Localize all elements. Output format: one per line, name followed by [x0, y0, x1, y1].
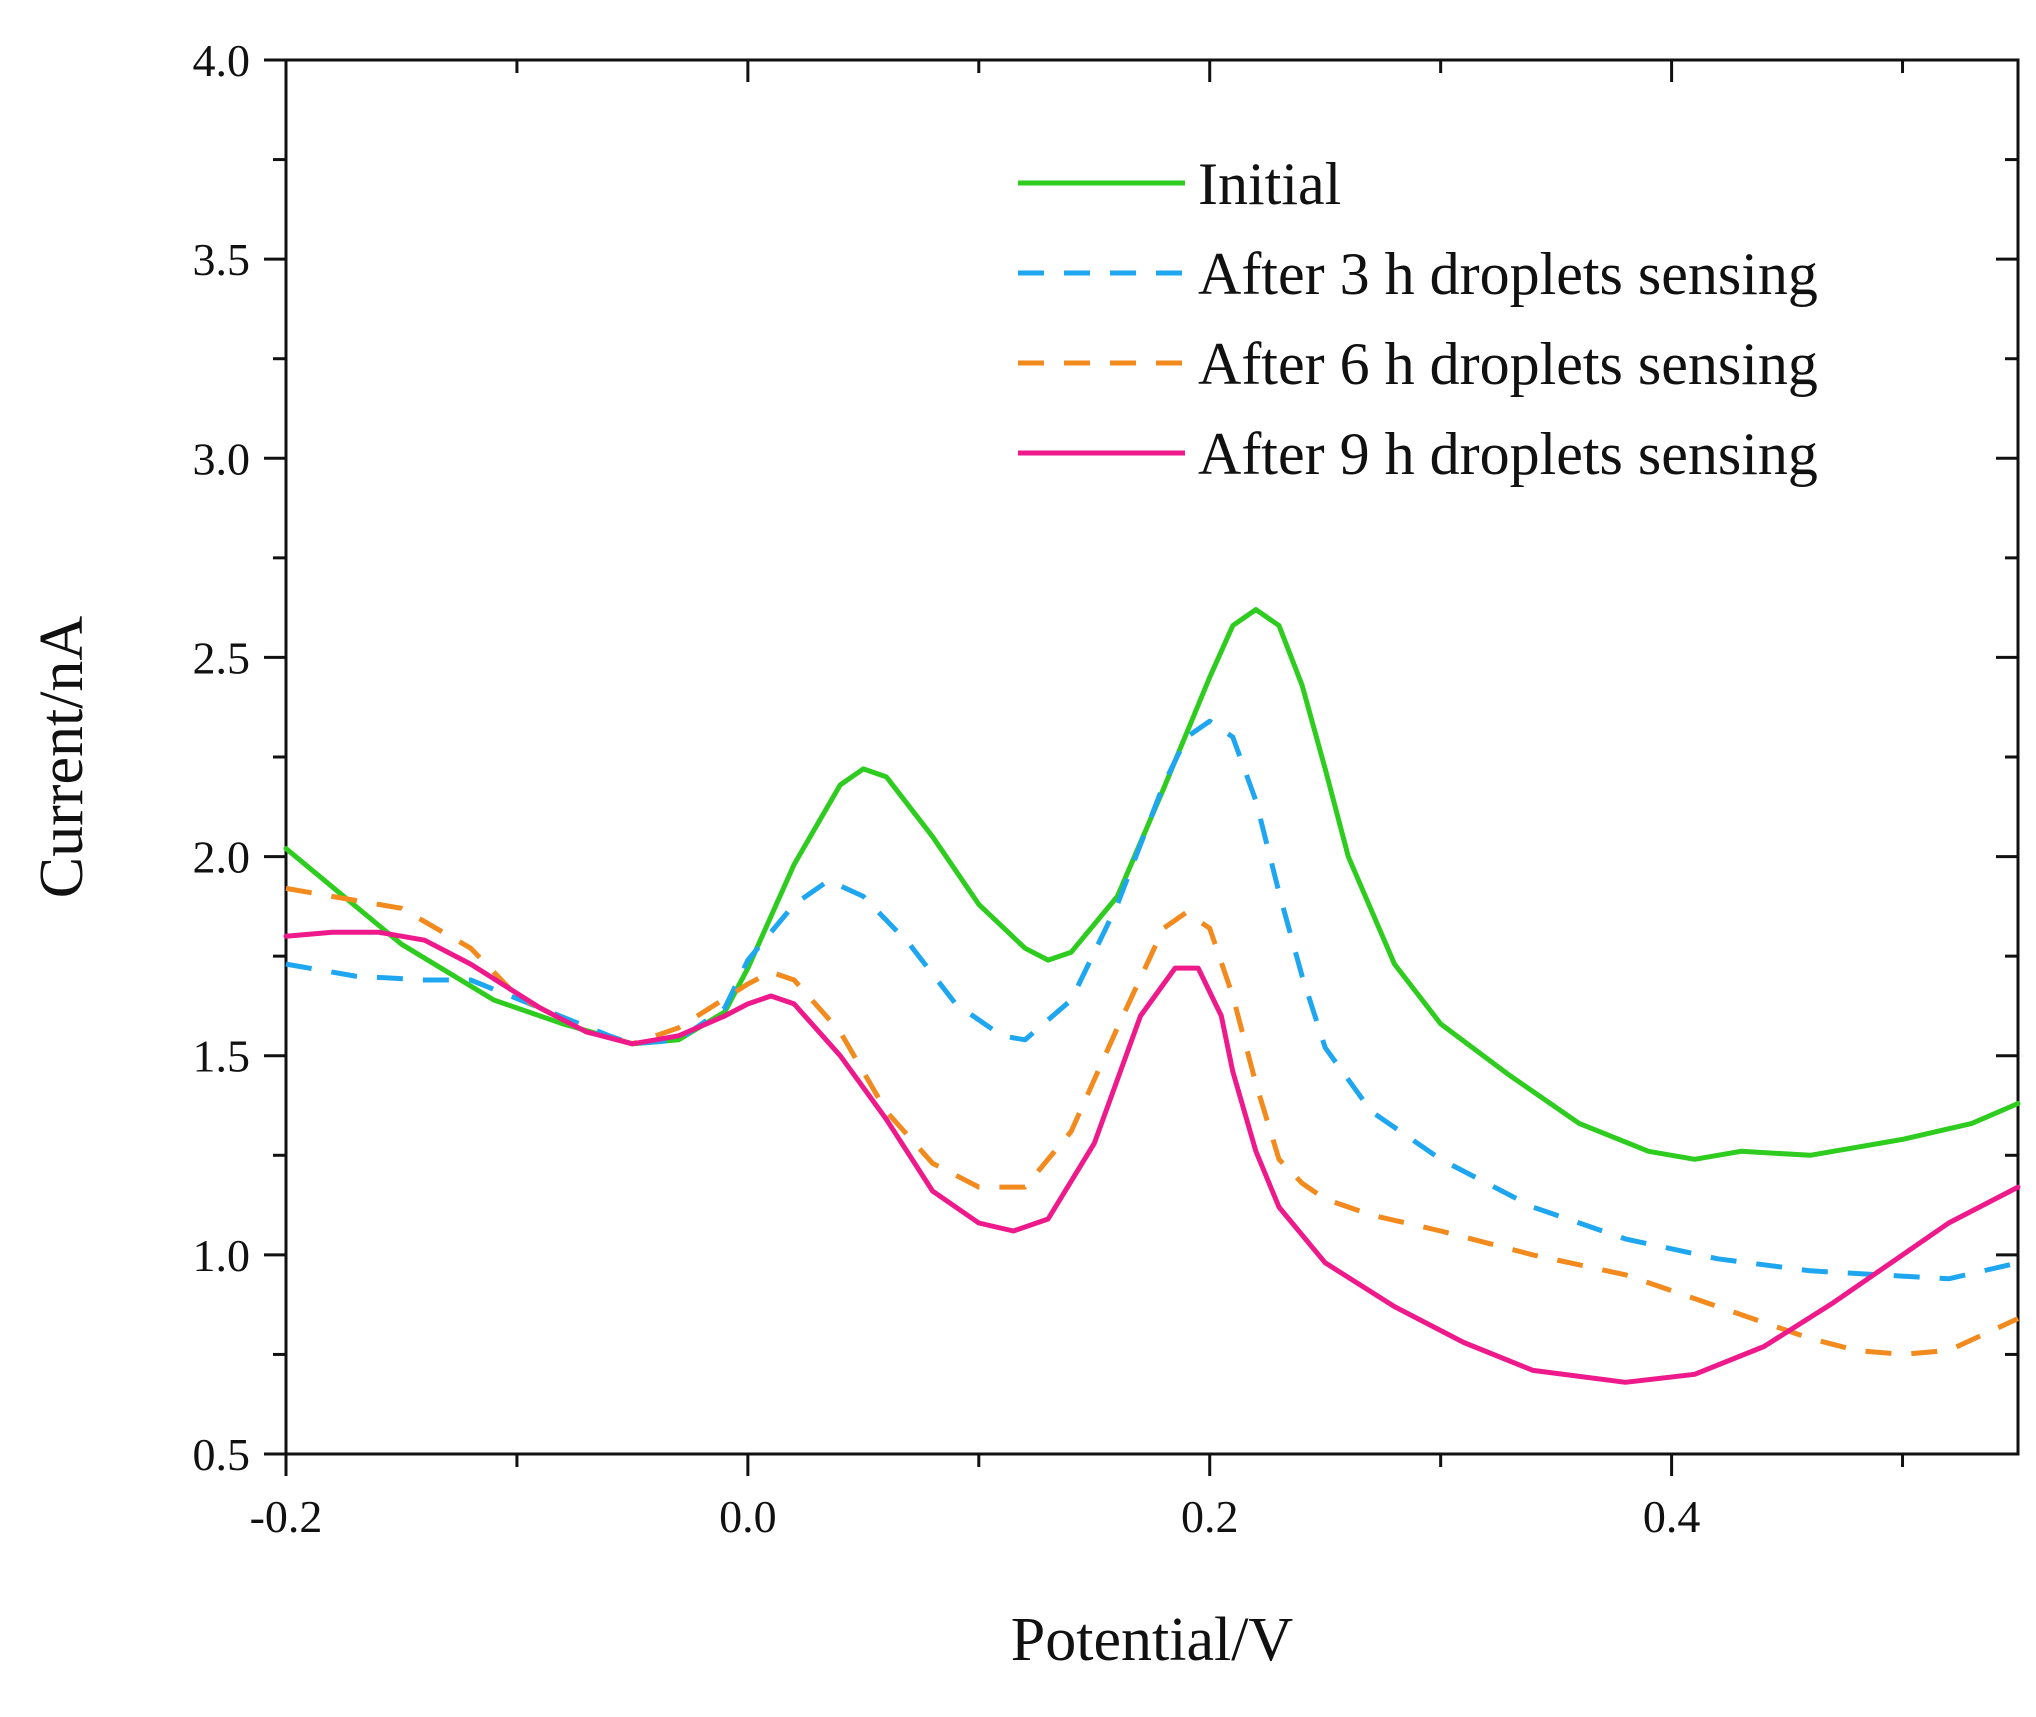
x-tick-label: 0.4: [1643, 1491, 1701, 1542]
y-tick-label: 1.5: [193, 1031, 251, 1082]
legend-label-1: Initial: [1198, 151, 1341, 217]
series-lines: [283, 607, 2021, 1385]
legend-label-4: After 9 h droplets sensing: [1198, 421, 1818, 487]
y-tick-label: 1.0: [193, 1230, 251, 1281]
x-axis-ticks: -0.2 0.0 0.2 0.4: [250, 60, 1905, 1542]
y-tick-label: 2.0: [193, 832, 251, 883]
x-tick-label: -0.2: [250, 1491, 323, 1542]
y-tick-label: 3.5: [193, 234, 251, 285]
y-tick-label: 2.5: [193, 632, 251, 683]
legend-label-3: After 6 h droplets sensing: [1198, 331, 1818, 397]
y-axis-title: Current/nA: [28, 616, 96, 899]
y-tick-label: 3.0: [193, 433, 251, 484]
x-axis-title: Potential/V: [1011, 1606, 1294, 1674]
x-tick-label: 0.2: [1181, 1491, 1239, 1542]
y-tick-label: 0.5: [193, 1429, 251, 1480]
legend: Initial After 3 h droplets sensing After 6…: [1018, 151, 1818, 487]
series-line-1: [283, 607, 2021, 1162]
y-tick-label: 4.0: [193, 35, 251, 86]
legend-label-2: After 3 h droplets sensing: [1198, 241, 1818, 307]
series-line-4: [283, 929, 2021, 1385]
series-line-3: [285, 885, 2020, 1357]
series-line-2: [285, 718, 2019, 1282]
y-axis-ticks: 0.5 1.0 1.5 2.0 2.5 3.0 3.5 4.0: [193, 35, 2018, 1480]
x-tick-label: 0.0: [719, 1491, 777, 1542]
